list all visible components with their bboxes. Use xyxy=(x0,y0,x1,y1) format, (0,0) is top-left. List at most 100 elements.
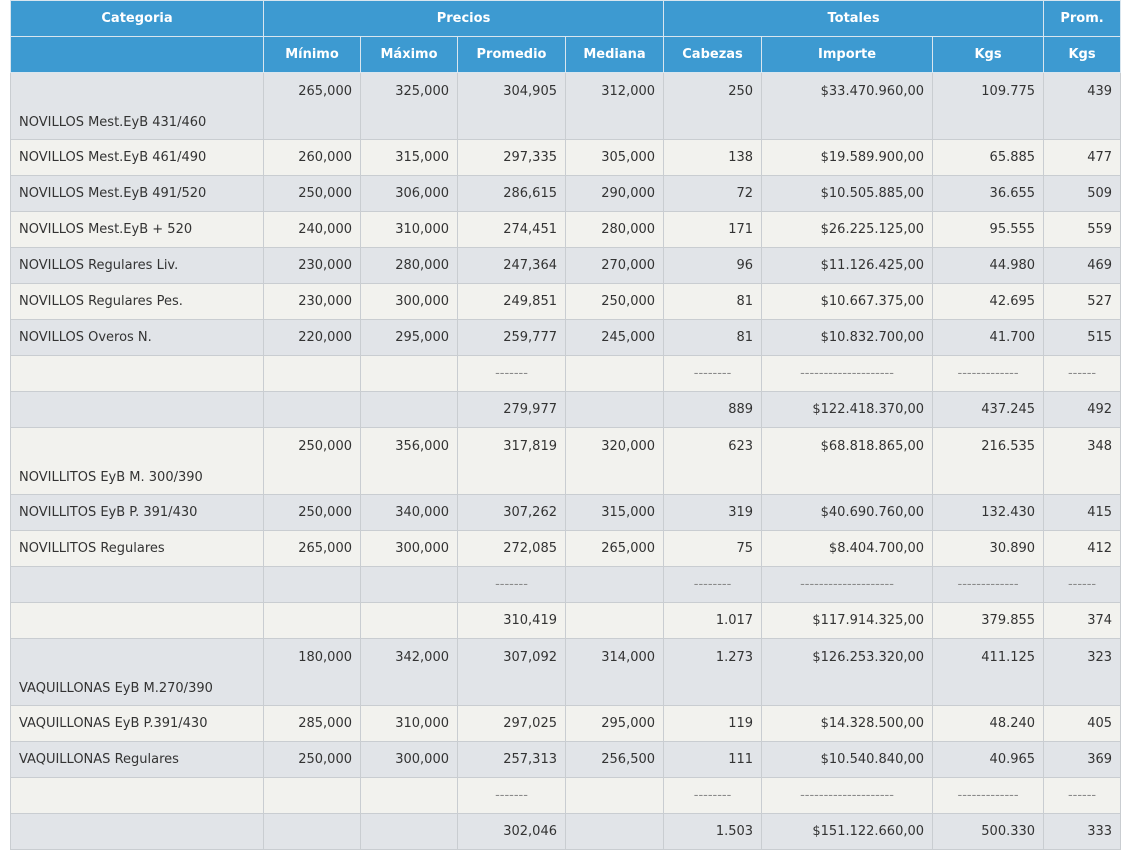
promedio-cell: 247,364 xyxy=(457,247,566,284)
minimo-cell xyxy=(263,391,361,428)
kgs-cell: 379.855 xyxy=(932,602,1045,639)
maximo-cell xyxy=(360,813,458,850)
promedio-cell: 279,977 xyxy=(457,391,566,428)
maximo-cell: 310,000 xyxy=(360,211,458,248)
promedio-cell: 307,092 xyxy=(457,638,566,706)
kgs-cell: 411.125 xyxy=(932,638,1045,706)
table-row: NOVILLOS Mest.EyB 491/520 250,000 306,000 2… xyxy=(10,175,1122,212)
mediana-cell: 315,000 xyxy=(564,494,665,531)
minimo-cell: 250,000 xyxy=(263,494,361,531)
maximo-cell: 306,000 xyxy=(360,175,458,212)
categoria-cell: VAQUILLONAS EyB P.391/430 xyxy=(10,705,264,742)
promedio-cell: ------- xyxy=(457,566,566,603)
mediana-cell: 290,000 xyxy=(564,175,665,212)
importe-cell: $117.914.325,00 xyxy=(761,602,934,639)
importe-cell: $8.404.700,00 xyxy=(761,530,934,567)
promedio-cell: 302,046 xyxy=(457,813,566,850)
categoria-cell xyxy=(10,813,264,850)
maximo-cell xyxy=(360,777,458,814)
header-categoria: Categoria xyxy=(10,0,264,37)
header-importe: Importe xyxy=(761,36,934,73)
maximo-cell: 310,000 xyxy=(360,705,458,742)
prom-kgs-cell: ------ xyxy=(1043,777,1122,814)
table-row: NOVILLITOS EyB P. 391/430 250,000 340,000 3… xyxy=(10,494,1122,531)
categoria-cell: NOVILLOS Regulares Liv. xyxy=(10,247,264,284)
table-row: NOVILLITOS EyB M. 300/390 250,000 356,000 3… xyxy=(10,427,1122,495)
cabezas-cell: 81 xyxy=(663,319,763,356)
cabezas-cell: 319 xyxy=(663,494,763,531)
cabezas-cell: 119 xyxy=(663,705,763,742)
importe-cell: $10.832.700,00 xyxy=(761,319,934,356)
header-totales: Totales xyxy=(663,0,1045,37)
kgs-cell: 42.695 xyxy=(932,283,1045,320)
minimo-cell xyxy=(263,566,361,603)
importe-cell: $33.470.960,00 xyxy=(761,72,934,140)
header-prom-kgs: Kgs xyxy=(1043,36,1122,73)
importe-cell: $10.667.375,00 xyxy=(761,283,934,320)
maximo-cell: 300,000 xyxy=(360,530,458,567)
results-table-container: Categoria Precios Totales Prom. Mínimo M… xyxy=(10,0,1122,850)
cabezas-cell: -------- xyxy=(663,566,763,603)
header-empty xyxy=(10,36,264,73)
kgs-cell: 95.555 xyxy=(932,211,1045,248)
maximo-cell xyxy=(360,391,458,428)
table-row: ------- -------- -------------------- -----… xyxy=(10,777,1122,814)
categoria-cell: NOVILLITOS Regulares xyxy=(10,530,264,567)
importe-cell: -------------------- xyxy=(761,777,934,814)
table-row: NOVILLOS Mest.EyB 461/490 260,000 315,000 2… xyxy=(10,139,1122,176)
categoria-cell xyxy=(10,602,264,639)
importe-cell: $26.225.125,00 xyxy=(761,211,934,248)
cabezas-cell: 171 xyxy=(663,211,763,248)
kgs-cell: 48.240 xyxy=(932,705,1045,742)
prom-kgs-cell: 369 xyxy=(1043,741,1122,778)
mediana-cell: 245,000 xyxy=(564,319,665,356)
importe-cell: $10.540.840,00 xyxy=(761,741,934,778)
table-row: VAQUILLONAS Regulares 250,000 300,000 257,3… xyxy=(10,741,1122,778)
kgs-cell: 40.965 xyxy=(932,741,1045,778)
mediana-cell xyxy=(564,355,665,392)
cabezas-cell: 81 xyxy=(663,283,763,320)
cabezas-cell: 1.273 xyxy=(663,638,763,706)
cabezas-cell: -------- xyxy=(663,355,763,392)
importe-cell: $122.418.370,00 xyxy=(761,391,934,428)
kgs-cell: ------------- xyxy=(932,355,1045,392)
maximo-cell: 295,000 xyxy=(360,319,458,356)
prom-kgs-cell: 348 xyxy=(1043,427,1122,495)
promedio-cell: 259,777 xyxy=(457,319,566,356)
header-row-groups: Categoria Precios Totales Prom. xyxy=(10,0,1122,37)
minimo-cell: 250,000 xyxy=(263,741,361,778)
minimo-cell: 265,000 xyxy=(263,72,361,140)
minimo-cell: 265,000 xyxy=(263,530,361,567)
table-body: NOVILLOS Mest.EyB 431/460 265,000 325,000 3… xyxy=(10,72,1122,850)
importe-cell: $151.122.660,00 xyxy=(761,813,934,850)
importe-cell: -------------------- xyxy=(761,355,934,392)
minimo-cell: 285,000 xyxy=(263,705,361,742)
kgs-cell: 65.885 xyxy=(932,139,1045,176)
promedio-cell: 272,085 xyxy=(457,530,566,567)
table-row: NOVILLOS Overos N. 220,000 295,000 259,777 2… xyxy=(10,319,1122,356)
promedio-cell: 286,615 xyxy=(457,175,566,212)
kgs-cell: 500.330 xyxy=(932,813,1045,850)
promedio-cell: ------- xyxy=(457,777,566,814)
kgs-cell: 36.655 xyxy=(932,175,1045,212)
promedio-cell: 257,313 xyxy=(457,741,566,778)
minimo-cell xyxy=(263,777,361,814)
promedio-cell: 307,262 xyxy=(457,494,566,531)
mediana-cell: 305,000 xyxy=(564,139,665,176)
header-prom: Prom. xyxy=(1043,0,1122,37)
categoria-cell xyxy=(10,355,264,392)
table-row: NOVILLOS Regulares Liv. 230,000 280,000 247… xyxy=(10,247,1122,284)
importe-cell: $10.505.885,00 xyxy=(761,175,934,212)
prom-kgs-cell: 515 xyxy=(1043,319,1122,356)
table-row: 310,419 1.017 $117.914.325,00 379.855 374 xyxy=(10,602,1122,639)
header-maximo: Máximo xyxy=(360,36,458,73)
cabezas-cell: 1.503 xyxy=(663,813,763,850)
categoria-cell: NOVILLOS Regulares Pes. xyxy=(10,283,264,320)
minimo-cell: 180,000 xyxy=(263,638,361,706)
minimo-cell xyxy=(263,602,361,639)
prom-kgs-cell: 477 xyxy=(1043,139,1122,176)
table-row: NOVILLOS Regulares Pes. 230,000 300,000 249… xyxy=(10,283,1122,320)
promedio-cell: 304,905 xyxy=(457,72,566,140)
categoria-cell: VAQUILLONAS EyB M.270/390 xyxy=(10,638,264,706)
importe-cell: $68.818.865,00 xyxy=(761,427,934,495)
